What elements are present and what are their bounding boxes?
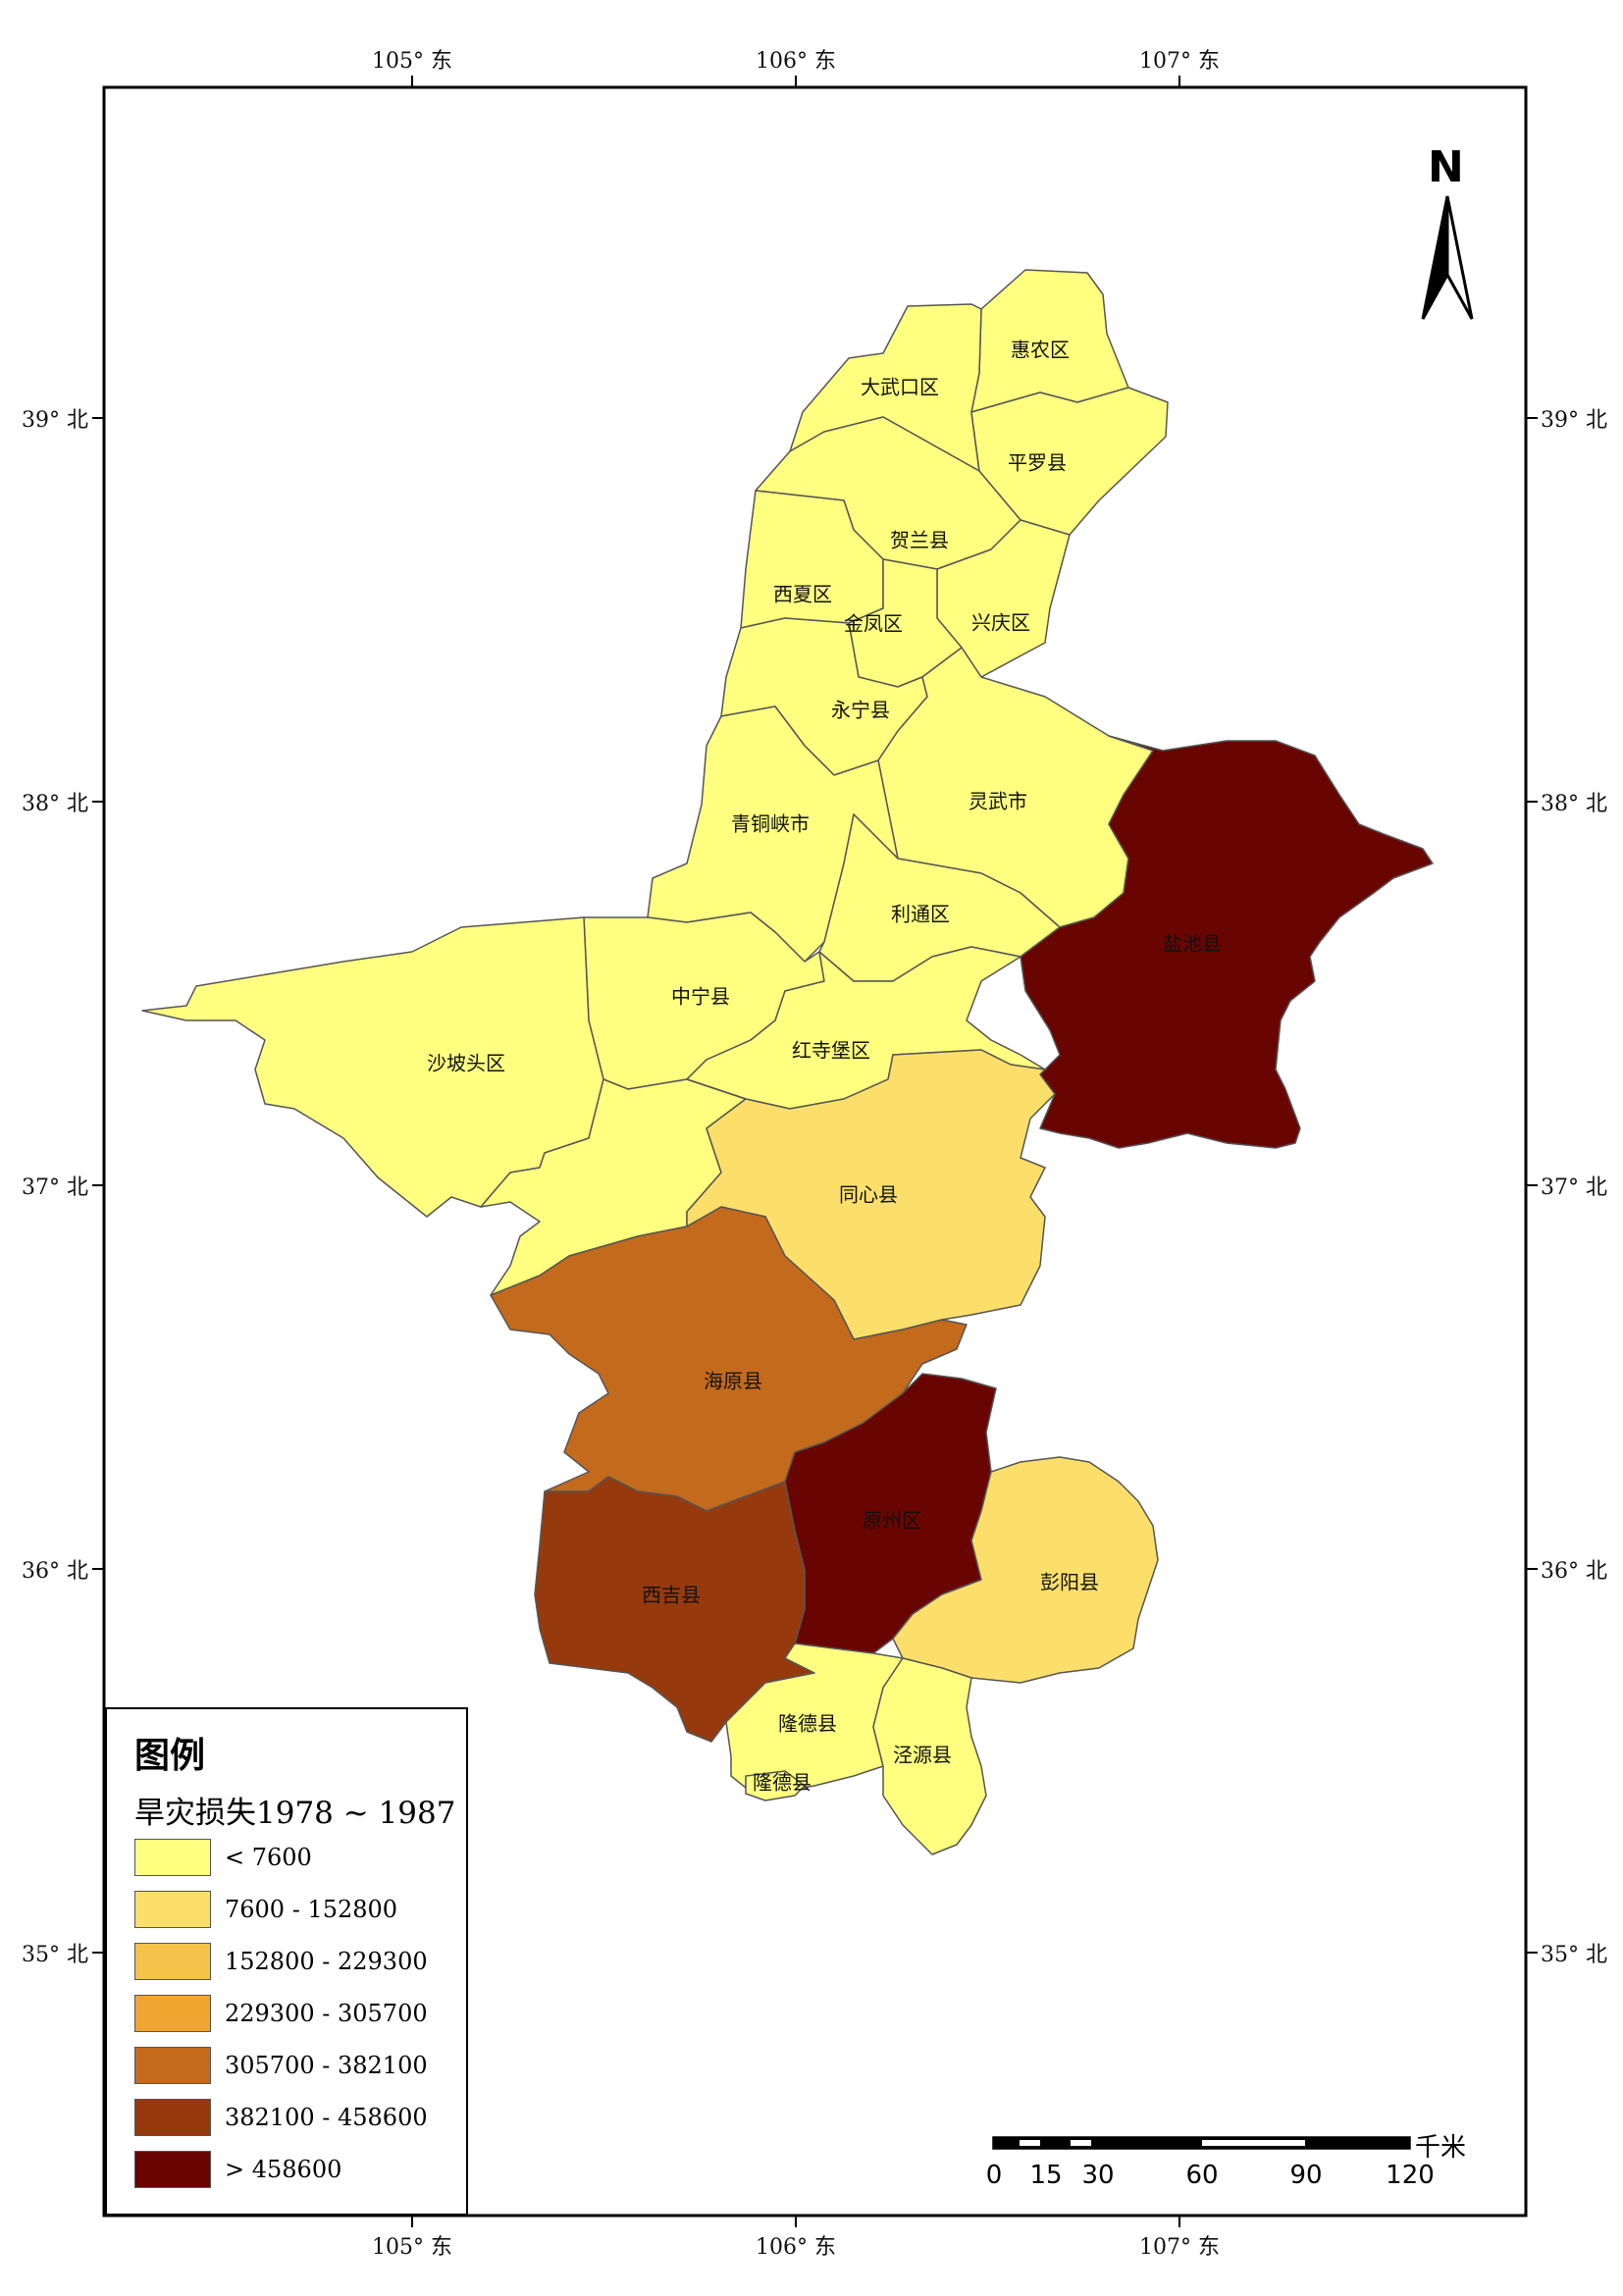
region-label: 原州区 [863,1508,921,1533]
region-label: 盐池县 [1163,931,1222,956]
lat-label-38-left: 38° 北 [22,792,88,816]
region-label: 兴庆区 [971,610,1030,635]
region-label: 红寺堡区 [792,1038,870,1063]
lat-label-36-right: 36° 北 [1541,1559,1607,1584]
graticule-ticks [92,76,1538,2227]
lon-label-107-top: 107° 东 [1139,49,1220,74]
legend-label: > 458600 [225,2156,342,2183]
lat-label-39-right: 39° 北 [1541,408,1607,433]
lat-label-35-left: 35° 北 [22,1943,88,1967]
region-label: 大武口区 [861,375,939,399]
lat-label-39-left: 39° 北 [22,408,88,433]
legend-swatch [134,1891,211,1928]
lat-label-38-right: 38° 北 [1541,792,1607,816]
region-yanchi[interactable] [1020,735,1434,1149]
legend: 图例 旱灾损失1978 ~ 1987 < 7600 7600 - 152800 … [105,1707,468,2216]
legend-swatch [134,1839,211,1876]
region-label: 同心县 [839,1182,898,1207]
region-label: 金凤区 [844,611,903,636]
region-label: 彭阳县 [1040,1570,1099,1594]
region-label: 隆德县 [753,1770,812,1795]
region-label: 贺兰县 [890,528,949,552]
legend-title: 图例 [134,1736,206,1776]
lon-label-105-bottom: 105° 东 [372,2235,452,2260]
legend-label: 152800 - 229300 [225,1948,428,1975]
lon-label-105-top: 105° 东 [372,49,452,74]
lat-label-36-left: 36° 北 [22,1559,88,1584]
north-arrow-icon [1421,195,1474,320]
region-label: 中宁县 [671,984,730,1009]
region-pengyang[interactable] [892,1456,1159,1684]
region-label: 灵武市 [969,789,1027,813]
lat-label-35-right: 35° 北 [1541,1943,1607,1967]
legend-label: 305700 - 382100 [225,2052,428,2079]
region-label: 沙坡头区 [427,1051,505,1075]
region-label: 永宁县 [831,698,890,722]
scale-tick: 60 [1185,2161,1219,2190]
region-label: 利通区 [891,902,950,926]
legend-swatch [134,1995,211,2032]
region-longde-exclave[interactable] [745,1770,806,1801]
legend-swatch [134,1943,211,1980]
scale-bar [992,2136,1411,2150]
north-label: N [1428,142,1464,192]
scale-unit: 千米 [1415,2133,1467,2163]
region-label: 惠农区 [1011,338,1070,362]
scale-tick: 15 [1029,2161,1063,2190]
legend-swatch [134,2151,211,2188]
scale-tick: 0 [985,2161,1003,2190]
lon-label-107-bottom: 107° 东 [1139,2235,1220,2260]
region-label: 西夏区 [773,582,832,606]
region-label: 青铜峡市 [731,811,810,836]
region-label: 西吉县 [642,1583,701,1607]
region-label: 泾源县 [893,1743,952,1767]
lat-label-37-right: 37° 北 [1541,1175,1607,1200]
region-jingyuan[interactable] [872,1657,987,1855]
scale-tick: 30 [1081,2161,1115,2190]
legend-subtitle: 旱灾损失1978 ~ 1987 [134,1796,456,1831]
region-label: 海原县 [704,1369,762,1393]
lon-label-106-top: 106° 东 [756,49,836,74]
legend-swatch [134,2047,211,2084]
lat-label-37-left: 37° 北 [22,1175,88,1200]
legend-label: 382100 - 458600 [225,2104,428,2131]
legend-label: 7600 - 152800 [225,1896,398,1923]
legend-label: < 7600 [225,1844,312,1871]
scale-tick: 120 [1386,2161,1435,2190]
legend-label: 229300 - 305700 [225,2000,428,2027]
region-label: 平罗县 [1008,450,1067,475]
legend-swatch [134,2099,211,2136]
map-frame [102,85,1528,2218]
lon-label-106-bottom: 106° 东 [756,2235,836,2260]
scale-tick: 90 [1289,2161,1323,2190]
region-label: 隆德县 [778,1711,837,1736]
